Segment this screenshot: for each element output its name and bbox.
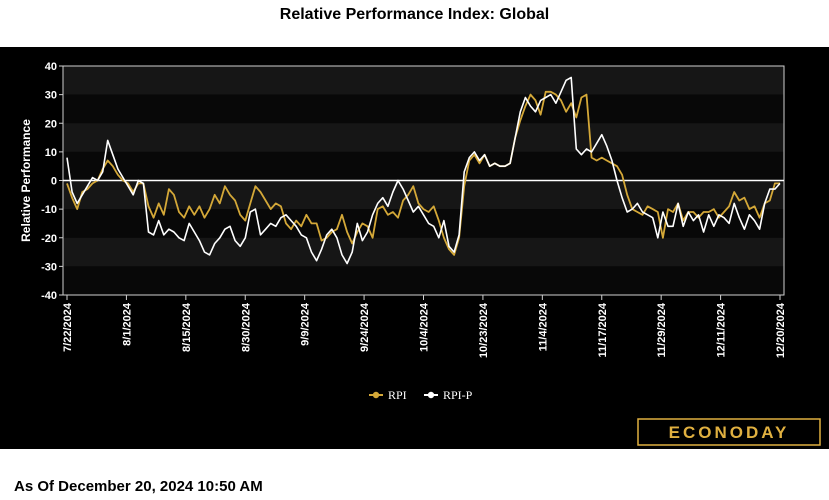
y-tick-label: -20 xyxy=(41,233,57,245)
plot-band xyxy=(63,66,784,95)
y-tick-label: -30 xyxy=(41,261,57,273)
legend-item-rpi: RPI xyxy=(369,388,407,402)
y-tick-label: 20 xyxy=(45,118,57,130)
chart-title: Relative Performance Index: Global xyxy=(279,6,550,23)
y-tick-label: -10 xyxy=(41,204,57,216)
x-axis-ticks: 7/22/2024 8/1/2024 8/15/2024 8/30/2024 9/9/2… xyxy=(62,295,787,358)
plot-band xyxy=(63,237,784,267)
x-tick-label: 10/23/2024 xyxy=(478,302,490,358)
x-tick-label: 8/30/2024 xyxy=(240,302,252,352)
y-tick-label: 30 xyxy=(45,90,57,102)
plot-band xyxy=(63,180,784,210)
x-tick-label: 8/1/2024 xyxy=(121,302,133,346)
x-tick-label: 12/11/2024 xyxy=(716,302,728,357)
x-tick-label: 8/15/2024 xyxy=(181,302,193,352)
legend-marker-rpi-p xyxy=(427,391,435,399)
plot-band xyxy=(63,266,784,295)
x-tick-label: 11/29/2024 xyxy=(656,302,668,357)
x-tick-label: 9/9/2024 xyxy=(300,302,312,346)
logo-text: ECONODAY xyxy=(669,423,790,442)
x-tick-label: 12/20/2024 xyxy=(775,302,787,358)
legend-label-rpi: RPI xyxy=(388,388,407,402)
legend-marker-rpi xyxy=(372,391,380,399)
x-tick-label: 9/24/2024 xyxy=(359,302,371,352)
plot-band xyxy=(63,151,784,181)
chart-panel: 40 30 20 10 0 -10 -20 -30 -40 7/22/2024 8/1/2024 8… xyxy=(0,47,829,449)
y-axis-ticks: 40 30 20 10 0 -10 -20 -30 -40 xyxy=(41,61,63,302)
x-tick-label: 11/17/2024 xyxy=(597,302,609,357)
y-tick-label: 10 xyxy=(45,147,57,159)
legend-item-rpi-p: RPI-P xyxy=(424,388,473,402)
series-lines xyxy=(66,76,781,265)
chart: 40 30 20 10 0 -10 -20 -30 -40 7/22/2024 8/1/2024 8… xyxy=(19,61,821,446)
y-tick-label: 40 xyxy=(45,61,57,73)
plot-band xyxy=(63,94,784,124)
as-of-timestamp: As Of December 20, 2024 10:50 AM xyxy=(14,478,263,495)
econoday-logo: ECONODAY xyxy=(637,418,821,446)
y-axis-label: Relative Performance xyxy=(19,119,33,242)
plot-bands xyxy=(63,66,784,295)
y-tick-label: -40 xyxy=(41,290,57,302)
x-tick-label: 11/4/2024 xyxy=(537,302,549,351)
x-tick-label: 7/22/2024 xyxy=(62,302,74,352)
logo-border xyxy=(637,418,821,446)
x-tick-label: 10/4/2024 xyxy=(419,302,431,352)
series-line-rpi xyxy=(66,90,780,256)
plot-band xyxy=(63,123,784,152)
legend: RPI RPI-P xyxy=(369,388,473,402)
y-tick-label: 0 xyxy=(51,176,57,188)
series-line-rpi-p xyxy=(66,76,781,265)
legend-label-rpi-p: RPI-P xyxy=(443,388,473,402)
